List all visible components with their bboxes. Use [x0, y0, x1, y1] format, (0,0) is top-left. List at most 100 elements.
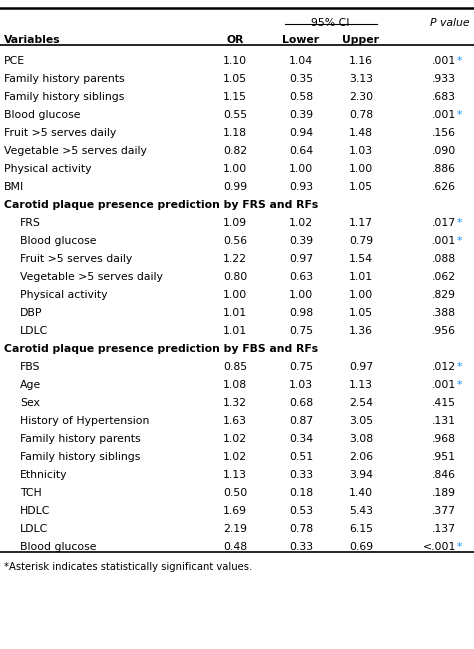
Text: 3.08: 3.08 [349, 434, 373, 444]
Text: .886: .886 [432, 164, 456, 174]
Text: Fruit >5 serves daily: Fruit >5 serves daily [20, 254, 132, 264]
Text: 1.18: 1.18 [223, 128, 247, 138]
Text: 0.48: 0.48 [223, 542, 247, 552]
Text: BMI: BMI [4, 182, 24, 192]
Text: 1.69: 1.69 [223, 506, 247, 516]
Text: 1.02: 1.02 [223, 452, 247, 462]
Text: .968: .968 [432, 434, 456, 444]
Text: 0.85: 0.85 [223, 362, 247, 372]
Text: History of Hypertension: History of Hypertension [20, 416, 149, 426]
Text: 1.01: 1.01 [223, 326, 247, 336]
Text: 1.00: 1.00 [289, 164, 313, 174]
Text: 0.35: 0.35 [289, 74, 313, 84]
Text: 0.56: 0.56 [223, 236, 247, 246]
Text: Family history siblings: Family history siblings [4, 92, 124, 102]
Text: 1.63: 1.63 [223, 416, 247, 426]
Text: *: * [457, 110, 462, 120]
Text: 0.68: 0.68 [289, 398, 313, 408]
Text: .017: .017 [432, 218, 456, 228]
Text: 1.13: 1.13 [223, 470, 247, 480]
Text: 0.34: 0.34 [289, 434, 313, 444]
Text: 1.54: 1.54 [349, 254, 373, 264]
Text: Carotid plaque presence prediction by FBS and RFs: Carotid plaque presence prediction by FB… [4, 344, 318, 354]
Text: Family history siblings: Family history siblings [20, 452, 140, 462]
Text: 2.54: 2.54 [349, 398, 373, 408]
Text: Blood glucose: Blood glucose [4, 110, 81, 120]
Text: 1.36: 1.36 [349, 326, 373, 336]
Text: LDLC: LDLC [20, 326, 48, 336]
Text: 2.30: 2.30 [349, 92, 373, 102]
Text: 0.94: 0.94 [289, 128, 313, 138]
Text: 0.63: 0.63 [289, 272, 313, 282]
Text: 6.15: 6.15 [349, 524, 373, 534]
Text: 1.02: 1.02 [289, 218, 313, 228]
Text: .626: .626 [432, 182, 456, 192]
Text: .137: .137 [432, 524, 456, 534]
Text: 1.04: 1.04 [289, 56, 313, 66]
Text: FRS: FRS [20, 218, 41, 228]
Text: P value: P value [430, 18, 470, 27]
Text: *: * [457, 218, 462, 228]
Text: 1.00: 1.00 [349, 290, 373, 300]
Text: 0.87: 0.87 [289, 416, 313, 426]
Text: 1.08: 1.08 [223, 380, 247, 390]
Text: TCH: TCH [20, 488, 42, 498]
Text: 0.50: 0.50 [223, 488, 247, 498]
Text: .388: .388 [432, 308, 456, 318]
Text: FBS: FBS [20, 362, 40, 372]
Text: 0.39: 0.39 [289, 110, 313, 120]
Text: .090: .090 [432, 146, 456, 156]
Text: *: * [457, 56, 462, 66]
Text: 1.01: 1.01 [223, 308, 247, 318]
Text: 2.19: 2.19 [223, 524, 247, 534]
Text: 0.64: 0.64 [289, 146, 313, 156]
Text: Physical activity: Physical activity [20, 290, 108, 300]
Text: 1.22: 1.22 [223, 254, 247, 264]
Text: 1.16: 1.16 [349, 56, 373, 66]
Text: 1.01: 1.01 [349, 272, 373, 282]
Text: 1.05: 1.05 [349, 308, 373, 318]
Text: Age: Age [20, 380, 41, 390]
Text: 1.40: 1.40 [349, 488, 373, 498]
Text: .956: .956 [432, 326, 456, 336]
Text: 1.00: 1.00 [223, 290, 247, 300]
Text: 0.33: 0.33 [289, 542, 313, 552]
Text: Fruit >5 serves daily: Fruit >5 serves daily [4, 128, 116, 138]
Text: 0.69: 0.69 [349, 542, 373, 552]
Text: 0.97: 0.97 [349, 362, 373, 372]
Text: .829: .829 [432, 290, 456, 300]
Text: .131: .131 [432, 416, 456, 426]
Text: Lower: Lower [283, 35, 319, 45]
Text: 1.10: 1.10 [223, 56, 247, 66]
Text: 0.78: 0.78 [289, 524, 313, 534]
Text: PCE: PCE [4, 56, 25, 66]
Text: .156: .156 [432, 128, 456, 138]
Text: .088: .088 [432, 254, 456, 264]
Text: 3.94: 3.94 [349, 470, 373, 480]
Text: 0.80: 0.80 [223, 272, 247, 282]
Text: *: * [457, 542, 462, 552]
Text: 1.09: 1.09 [223, 218, 247, 228]
Text: Vegetable >5 serves daily: Vegetable >5 serves daily [4, 146, 147, 156]
Text: *: * [457, 236, 462, 246]
Text: 0.18: 0.18 [289, 488, 313, 498]
Text: 0.55: 0.55 [223, 110, 247, 120]
Text: 0.99: 0.99 [223, 182, 247, 192]
Text: .012: .012 [432, 362, 456, 372]
Text: 95% CI: 95% CI [311, 18, 349, 27]
Text: 0.53: 0.53 [289, 506, 313, 516]
Text: .415: .415 [432, 398, 456, 408]
Text: 1.03: 1.03 [349, 146, 373, 156]
Text: *: * [457, 380, 462, 390]
Text: .846: .846 [432, 470, 456, 480]
Text: Physical activity: Physical activity [4, 164, 91, 174]
Text: Blood glucose: Blood glucose [20, 236, 97, 246]
Text: 1.00: 1.00 [223, 164, 247, 174]
Text: 0.97: 0.97 [289, 254, 313, 264]
Text: 1.02: 1.02 [223, 434, 247, 444]
Text: .062: .062 [432, 272, 456, 282]
Text: 1.05: 1.05 [349, 182, 373, 192]
Text: .951: .951 [432, 452, 456, 462]
Text: Variables: Variables [4, 35, 61, 45]
Text: 0.75: 0.75 [289, 326, 313, 336]
